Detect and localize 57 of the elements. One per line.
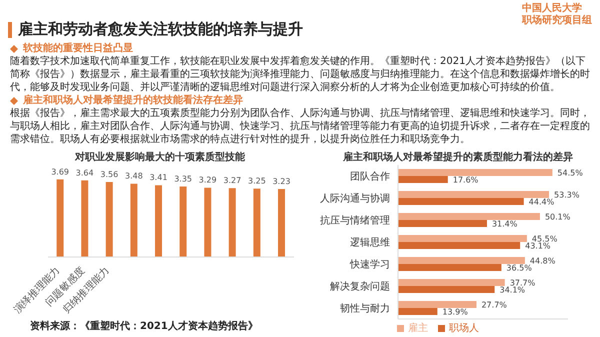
data-label: 44.8% bbox=[530, 256, 556, 266]
text: 中国人民大学 bbox=[522, 3, 583, 14]
data-label: 53.3% bbox=[554, 190, 580, 200]
bar bbox=[398, 278, 505, 286]
data-label: 44.4% bbox=[528, 197, 555, 206]
data-label: 45.5% bbox=[532, 234, 558, 244]
y-tick-label: 快速学习 bbox=[349, 258, 390, 271]
bar bbox=[398, 286, 495, 293]
bar bbox=[398, 190, 550, 198]
text: 资料来源：《重塑时代：2021人才资本趋势报告》 bbox=[30, 319, 259, 333]
data-label: 13.9% bbox=[442, 307, 468, 316]
y-tick-label: 团队合作 bbox=[350, 170, 390, 183]
chart-title: 对职业发展影响最大的十项素质型技能 bbox=[74, 150, 246, 163]
data-label: 3.35 bbox=[174, 174, 192, 184]
data-label: 3.41 bbox=[150, 173, 168, 182]
legend-label: 雇主 bbox=[408, 323, 428, 334]
data-label: 3.56 bbox=[100, 170, 118, 180]
y-tick-label: 人际沟通与协调 bbox=[320, 192, 390, 205]
data-label: 36.5% bbox=[506, 263, 532, 272]
text: 软技能的重要性日益凸显 bbox=[23, 42, 133, 55]
y-tick-label: 逻辑思维 bbox=[350, 236, 390, 249]
data-label: 54.5% bbox=[557, 168, 584, 178]
bar bbox=[398, 264, 502, 271]
data-label: 34.1% bbox=[500, 285, 526, 294]
data-label: 3.48 bbox=[125, 172, 143, 181]
bar bbox=[398, 234, 527, 242]
text: 雇主和劳动者愈发关注软技能的培养与提升 bbox=[18, 20, 303, 39]
bar bbox=[398, 308, 438, 315]
bar bbox=[398, 256, 525, 264]
text: 雇主和职场人对最希望提升的软技能看法存在差异 bbox=[23, 94, 243, 107]
bar bbox=[398, 198, 524, 205]
bar bbox=[398, 220, 487, 227]
data-label: 3.23 bbox=[272, 177, 290, 186]
text: 随着数字技术加速取代简单重复工作，软技能在职业发展中发挥着愈发关键的作用。《重塑时代：2021人才资本趋势报告》（以下简称《报告》）数据显示，雇主最看重的三项软技能为演绎推理能力、问题敏感度与归纳推理能力。在这个信息和数据爆炸增长的时代，能够及时发现业务问题、并以严谨清晰的逻辑思维对问题进行深入洞察分析的人才将为企业创造更加核心可持续的价值。 bbox=[10, 55, 591, 94]
data-label: 3.27 bbox=[223, 176, 242, 186]
bar bbox=[398, 212, 540, 220]
data-label: 27.7% bbox=[481, 300, 508, 310]
data-label: 31.4% bbox=[492, 219, 518, 228]
chart-title: 雇主和职场人对最希望提升的素质型能力看法的差异 bbox=[342, 150, 574, 163]
text: 职场研究项目组 bbox=[522, 15, 592, 27]
data-label: 3.25 bbox=[248, 176, 266, 186]
bar bbox=[398, 300, 476, 308]
bar bbox=[398, 168, 552, 176]
y-tick-label: 抗压与情绪管理 bbox=[320, 214, 390, 227]
data-label: 3.64 bbox=[76, 168, 94, 178]
data-label: 17.6% bbox=[452, 175, 479, 184]
bar bbox=[398, 242, 520, 249]
data-label: 50.1% bbox=[544, 212, 571, 222]
data-label: 3.29 bbox=[198, 176, 217, 185]
text: 根据《报告》，雇主需求最大的五项素质型能力分别为团队合作、人际沟通与协调、抗压与情绪管理、逻辑思维和快速学习。同时，与职场人相比，雇主对团队合作、人际沟通与协调、快速学习、抗压与情绪管理等能力有更高的迫切提升诉求，二者存在一定程度的需求错位。职场人有必要根据就业市场需求的特点进行针对性的提升，以提升岗位胜任力和职场竞争力。 bbox=[10, 107, 591, 146]
legend-label: 职场人 bbox=[449, 323, 479, 334]
bar bbox=[398, 176, 448, 183]
data-label: 37.7% bbox=[510, 278, 536, 288]
y-tick-label: 韧性与耐力 bbox=[340, 302, 390, 315]
data-label: 3.69 bbox=[51, 167, 70, 176]
data-label: 43.1% bbox=[525, 241, 551, 250]
y-tick-label: 解决复杂问题 bbox=[330, 280, 390, 293]
